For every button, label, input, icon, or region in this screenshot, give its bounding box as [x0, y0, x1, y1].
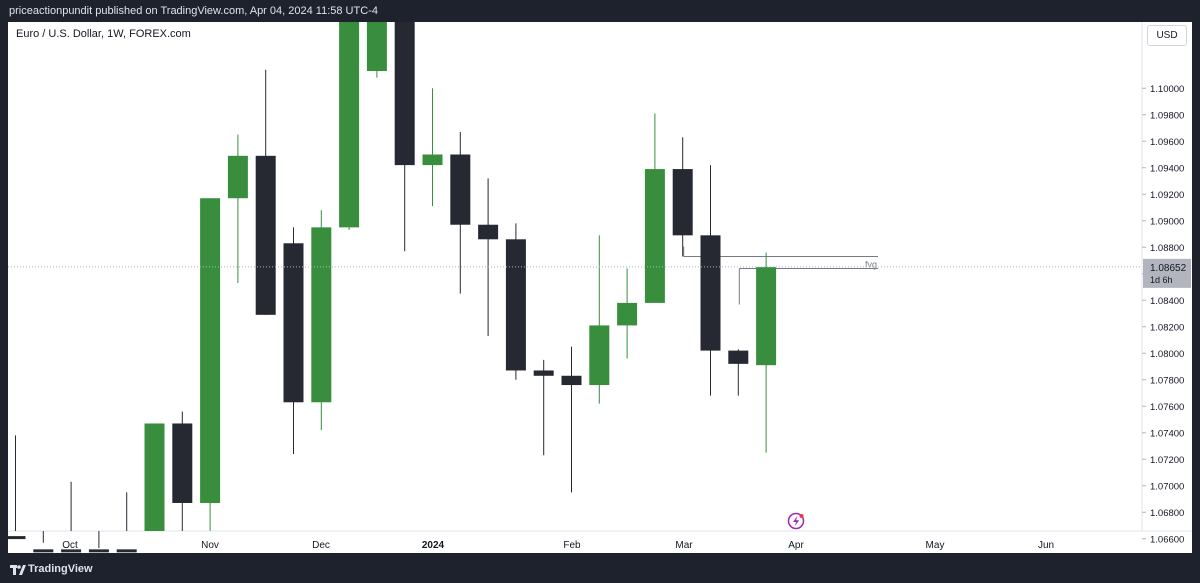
candle — [255, 69, 276, 315]
candle — [394, 22, 415, 252]
price-tick-label: 1.10000 — [1150, 84, 1184, 95]
candle — [144, 423, 165, 531]
candle — [617, 268, 638, 359]
brand-name: TradingView — [28, 563, 93, 575]
svg-text:1d 6h: 1d 6h — [1150, 275, 1173, 285]
candles — [8, 22, 777, 553]
candle — [700, 165, 721, 396]
price-tick-label: 1.09600 — [1150, 137, 1184, 148]
tradingview-logo-icon — [10, 565, 26, 575]
time-tick-label: May — [926, 540, 945, 551]
candle — [227, 134, 248, 284]
candle — [8, 435, 26, 540]
candle — [422, 88, 443, 207]
time-tick-label: Dec — [312, 540, 330, 551]
candle — [450, 131, 471, 294]
candle — [311, 210, 332, 431]
svg-text:1.08652: 1.08652 — [1150, 263, 1187, 274]
candle — [728, 349, 749, 396]
price-tick-label: 1.06600 — [1150, 534, 1184, 545]
price-tick-label: 1.08200 — [1150, 322, 1184, 333]
publish-info: priceactionpundit published on TradingVi… — [9, 5, 378, 17]
price-tick-label: 1.07400 — [1150, 428, 1184, 439]
price-tick-label: 1.07600 — [1150, 402, 1184, 413]
candle — [561, 346, 582, 493]
current-price-label — [1143, 258, 1191, 288]
price-tick-label: 1.07200 — [1150, 455, 1184, 466]
candle — [61, 481, 82, 553]
price-tick-label: 1.08800 — [1150, 243, 1184, 254]
candle — [88, 531, 109, 553]
publish-header: priceactionpundit published on TradingVi… — [0, 0, 1200, 22]
candle — [172, 411, 193, 531]
time-tick-label: Nov — [201, 540, 219, 551]
time-tick-label: Jun — [1038, 540, 1054, 551]
candle — [116, 492, 137, 553]
time-tick-label: Feb — [563, 540, 581, 551]
price-tick-label: 1.09800 — [1150, 110, 1184, 121]
price-tick-label: 1.06800 — [1150, 508, 1184, 519]
candle — [589, 235, 610, 404]
price-tick-label: 1.07800 — [1150, 375, 1184, 386]
fvg-label: fvg — [865, 259, 877, 269]
candle — [672, 137, 693, 257]
candle — [533, 359, 554, 456]
price-tick-label: 1.09400 — [1150, 163, 1184, 174]
time-tick-label: Mar — [675, 540, 693, 551]
candle — [366, 22, 387, 78]
candle — [33, 531, 54, 553]
price-tick-label: 1.08400 — [1150, 296, 1184, 307]
candle — [200, 198, 221, 531]
candle — [339, 22, 360, 231]
candle — [478, 178, 499, 337]
time-tick-label: 2024 — [422, 540, 445, 551]
price-tick-label: 1.09000 — [1150, 216, 1184, 227]
candle — [283, 227, 304, 454]
candle — [505, 223, 526, 380]
price-tick-label: 1.08000 — [1150, 349, 1184, 360]
replay-lightning-icon[interactable] — [787, 512, 805, 530]
symbol-title[interactable]: Euro / U.S. Dollar, 1W, FOREX.com — [16, 28, 191, 40]
currency-button[interactable]: USD — [1147, 25, 1187, 46]
price-tick-label: 1.07000 — [1150, 481, 1184, 492]
footer: TradingView — [0, 559, 1200, 583]
time-tick-label: Apr — [788, 540, 804, 551]
candle — [756, 252, 777, 453]
price-axis[interactable]: 1.10000 1.09800 1.09600 1.09400 1.09200 1.090… — [1141, 22, 1184, 545]
price-tick-label: 1.09200 — [1150, 190, 1184, 201]
time-axis[interactable]: Oct Nov Dec 2024 Feb Mar Apr May Jun — [8, 530, 1192, 551]
time-tick-label: Oct — [62, 540, 78, 551]
candle — [644, 113, 665, 303]
